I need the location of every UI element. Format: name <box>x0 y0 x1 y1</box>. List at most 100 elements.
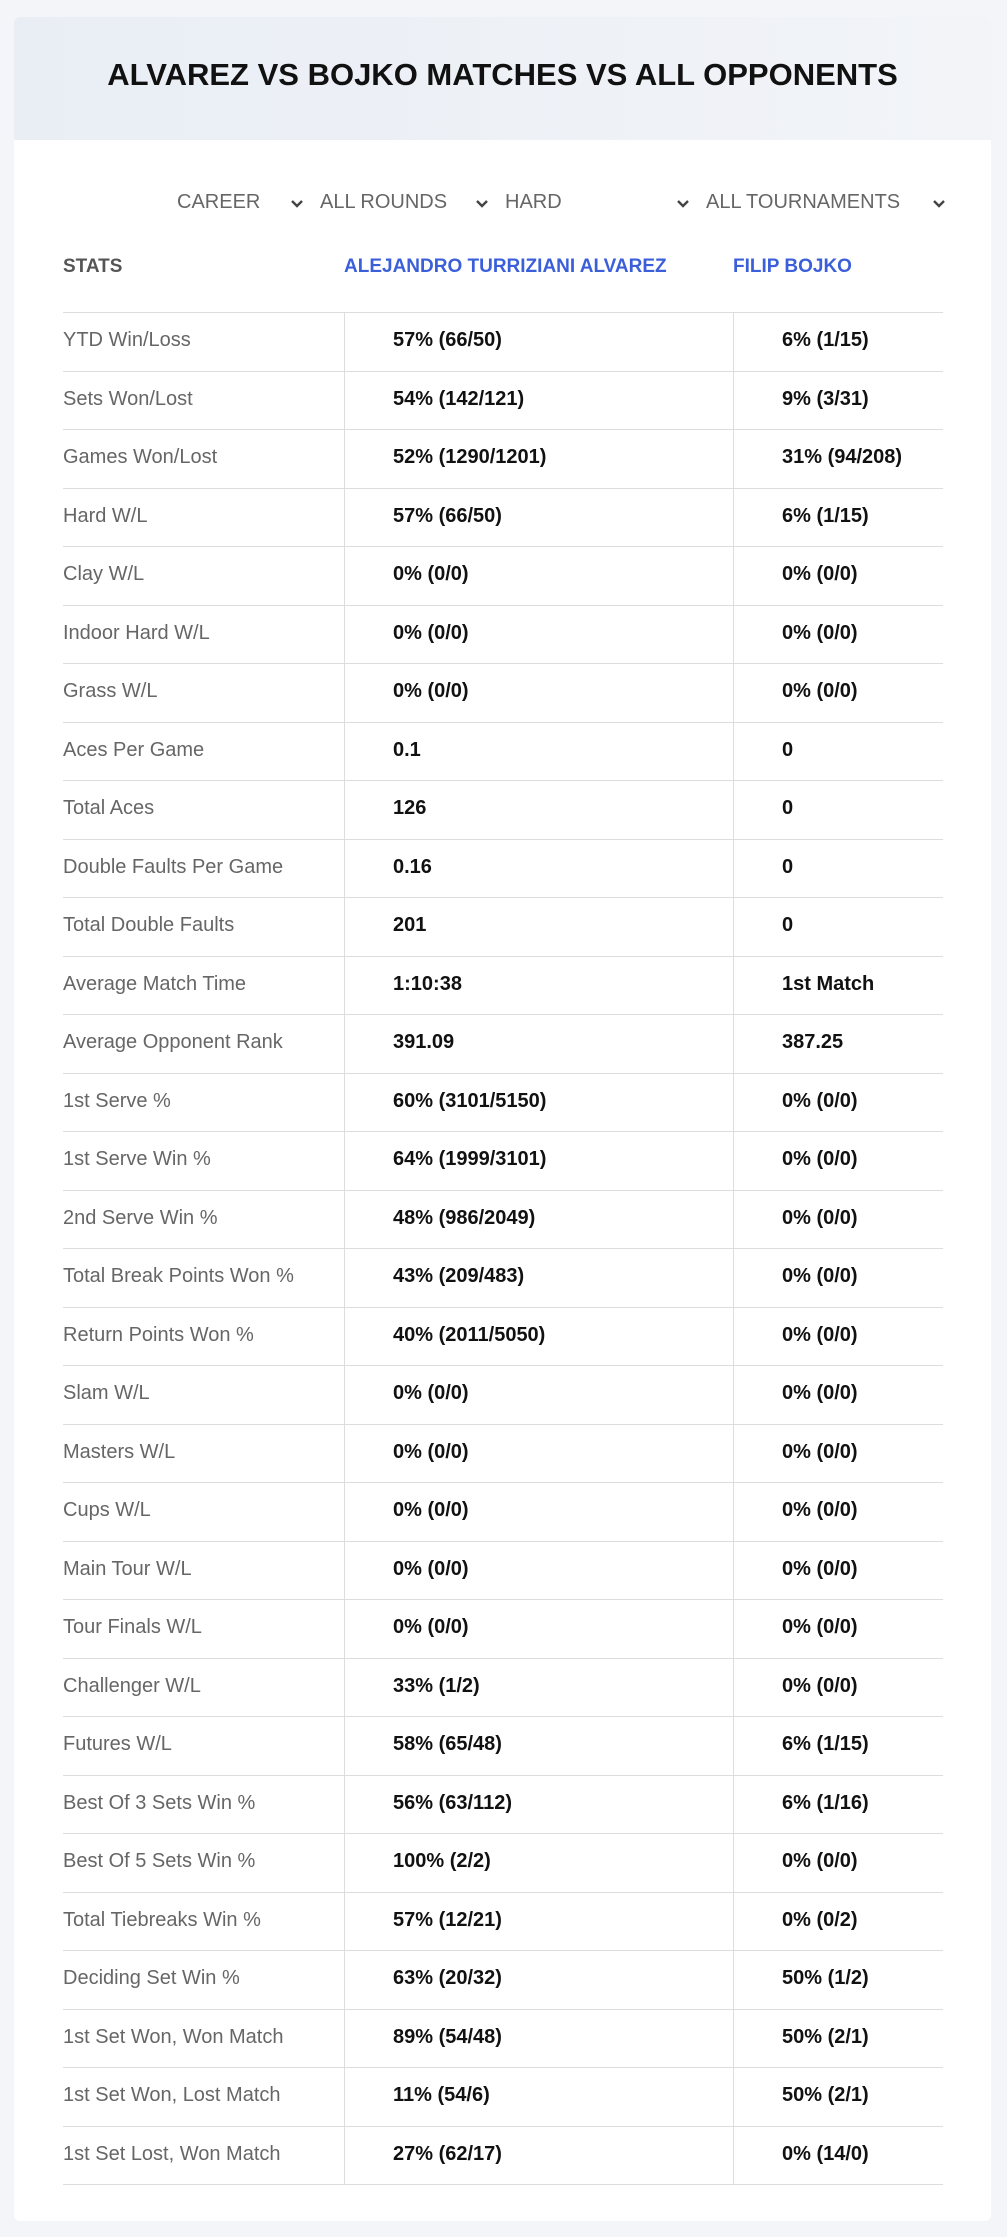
row-divider <box>63 1072 943 1074</box>
stat-label: Clay W/L <box>63 563 145 585</box>
row-divider <box>63 429 943 430</box>
player-stat: 52% (1290/1201) <box>393 446 547 468</box>
stat-label: Best Of 3 Sets Win % <box>63 1791 256 1814</box>
column-divider <box>733 312 734 2184</box>
player-stat: 0 <box>782 738 794 761</box>
player-stat: 0 <box>782 855 794 878</box>
player-stat: 0% (14/0) <box>782 2142 869 2165</box>
row-divider <box>63 1540 943 1542</box>
row-divider <box>63 604 943 606</box>
row-divider <box>63 2067 943 2068</box>
player-stat: 0% (0/0) <box>782 1323 858 1346</box>
player-stat: 50% (2/1) <box>782 2084 869 2106</box>
player-stat: 40% (2011/5050) <box>393 1323 546 1346</box>
player-stat: 6% (1/16) <box>782 1791 869 1814</box>
chevron[interactable] <box>290 199 304 209</box>
stat-label: Indoor Hard W/L <box>63 621 210 644</box>
player-stat: 56% (63/112) <box>393 1791 512 1814</box>
player-stat: 0% (0/0) <box>782 1499 858 1521</box>
chevron[interactable] <box>676 199 690 209</box>
player-stat: 1st Match <box>782 972 875 995</box>
row-divider <box>63 1599 943 1600</box>
player-stat: 0.16 <box>393 855 432 878</box>
player-stat: 64% (1999/3101) <box>393 1148 547 1170</box>
player-stat: 0% (0/0) <box>782 563 858 585</box>
player-stat: 0% (0/0) <box>782 1089 858 1112</box>
stat-label: Best Of 5 Sets Win % <box>63 1850 256 1872</box>
stat-label: Total Double Faults <box>63 914 235 936</box>
stat-label: Grass W/L <box>63 680 158 702</box>
player-stat: 54% (142/121) <box>393 387 525 410</box>
player-stat: 50% (1/2) <box>782 1967 869 1989</box>
row-divider <box>63 955 943 957</box>
player-stat: 0% (0/0) <box>393 1440 469 1463</box>
player-stat: 0% (0/0) <box>393 1382 469 1404</box>
stat-label: Masters W/L <box>63 1440 176 1463</box>
player-stat: 0% (0/0) <box>782 1382 858 1404</box>
player-stat: 0% (0/0) <box>393 621 469 644</box>
player-stat: 0% (0/0) <box>393 1616 469 1638</box>
player-stat: 43% (209/483) <box>393 1265 525 1287</box>
stat-label: 2nd Serve Win % <box>63 1206 218 1229</box>
stat-label: Futures W/L <box>63 1733 172 1755</box>
player-stat: 9% (3/31) <box>782 387 869 410</box>
row-divider <box>63 1774 943 1776</box>
player-stat: 57% (66/50) <box>393 329 502 351</box>
stat-label: Slam W/L <box>63 1382 150 1404</box>
chevron[interactable] <box>475 199 489 209</box>
row-divider <box>63 1657 943 1659</box>
stat-label: 1st Set Won, Lost Match <box>63 2084 281 2106</box>
player-stat: 0.1 <box>393 738 421 761</box>
stat-label: Double Faults Per Game <box>63 855 284 878</box>
filter-dropdown[interactable]: CAREER <box>177 191 261 213</box>
row-divider <box>63 1716 943 1717</box>
stat-label: 1st Set Lost, Won Match <box>63 2142 281 2165</box>
filter-dropdown[interactable]: HARD <box>505 191 562 213</box>
stat-label: Total Aces <box>63 797 155 819</box>
row-divider <box>63 838 943 840</box>
title: ALVAREZ VS BOJKO MATCHES VS ALL OPPONENT… <box>107 57 898 92</box>
player-stat: 100% (2/2) <box>393 1850 491 1872</box>
player-stat: 57% (66/50) <box>393 504 502 527</box>
player-stat: 0% (0/0) <box>782 1148 858 1170</box>
row-divider <box>63 487 943 489</box>
player-stat: 63% (20/32) <box>393 1967 502 1989</box>
player-stat: 0% (0/0) <box>782 1850 858 1872</box>
stat-label: YTD Win/Loss <box>63 329 191 351</box>
row-divider <box>63 1365 943 1366</box>
player-stat: 50% (2/1) <box>782 2025 869 2048</box>
player-stat: 58% (65/48) <box>393 1733 502 1755</box>
row-divider <box>63 312 943 313</box>
stat-label: Total Break Points Won % <box>63 1265 294 1287</box>
stat-label: 1st Serve Win % <box>63 1148 211 1170</box>
column-header: FILIP BOJKO <box>733 256 852 277</box>
player-stat: 33% (1/2) <box>393 1674 480 1697</box>
stat-label: 1st Set Won, Won Match <box>63 2025 284 2048</box>
player-stat: 6% (1/15) <box>782 504 869 527</box>
player-stat: 0% (0/0) <box>782 1674 858 1697</box>
player-stat: 201 <box>393 914 427 936</box>
player-stat: 0% (0/0) <box>393 563 469 585</box>
stat-label: Average Opponent Rank <box>63 1031 283 1053</box>
filter-dropdown[interactable]: ALL TOURNAMENTS <box>706 191 901 213</box>
player-stat: 387.25 <box>782 1031 844 1053</box>
row-divider <box>63 897 943 898</box>
player-stat: 0% (0/0) <box>782 1440 858 1463</box>
stat-label: Return Points Won % <box>63 1323 254 1346</box>
filter-dropdown[interactable]: ALL ROUNDS <box>320 191 448 213</box>
player-stat: 31% (94/208) <box>782 446 903 468</box>
player-stat: 0 <box>782 797 794 819</box>
stat-label: Challenger W/L <box>63 1674 201 1697</box>
row-divider <box>63 2008 943 2010</box>
stat-label: Tour Finals W/L <box>63 1616 202 1638</box>
row-divider <box>63 1423 943 1425</box>
chevron[interactable] <box>932 199 946 209</box>
player-stat: 0% (0/0) <box>782 680 858 702</box>
card: ALVAREZ VS BOJKO MATCHES VS ALL OPPONENT… <box>14 17 991 2221</box>
row-divider <box>63 721 943 723</box>
player-stat: 0% (0/0) <box>782 1206 858 1229</box>
player-stat: 57% (12/21) <box>393 1908 502 1931</box>
row-divider <box>63 1482 943 1483</box>
row-divider <box>63 1891 943 1893</box>
